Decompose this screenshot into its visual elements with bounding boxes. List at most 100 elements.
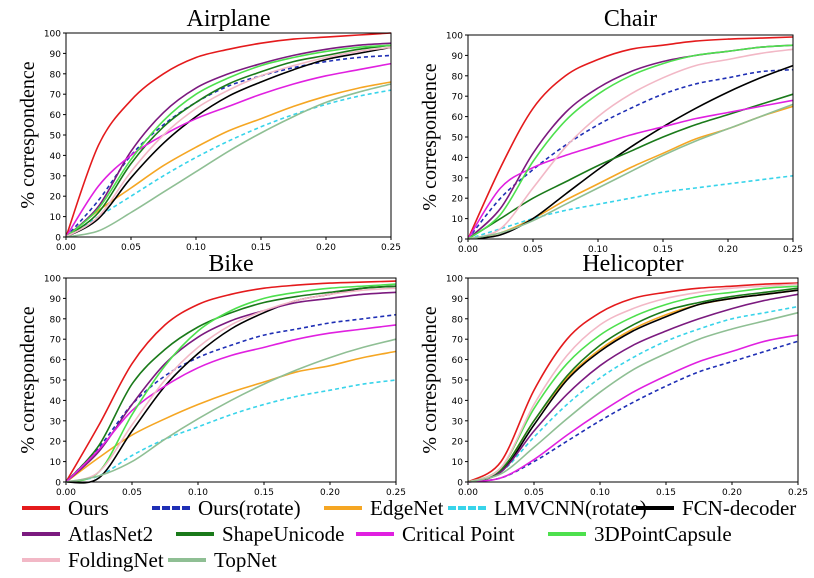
x-tick-label: 0.20 <box>722 488 742 498</box>
legend-item-ours-rotate: Ours(rotate) <box>152 494 301 522</box>
x-tick-label: 0.15 <box>254 488 274 498</box>
y-tick-label: 70 <box>452 336 464 346</box>
legend-item-edgenet: EdgeNet <box>324 494 443 522</box>
y-tick-label: 30 <box>50 172 62 182</box>
y-tick-label: 60 <box>50 356 62 366</box>
legend-label: ShapeUnicode <box>222 521 345 546</box>
y-tick-label: 10 <box>452 215 464 225</box>
series-line-ours <box>467 36 794 240</box>
y-axis-label: % correspondence <box>419 306 441 453</box>
x-tick-label: 0.05 <box>121 243 141 253</box>
legend-swatch <box>152 506 190 510</box>
chart-panel-bike: Bike % correspondence 0 10 20 30 40 50 60 70 80 90 1… <box>17 251 406 498</box>
series-line-critical-point <box>467 99 794 240</box>
x-tick-label: 0.20 <box>320 488 340 498</box>
series-line-critical-point <box>65 324 397 483</box>
y-tick-label: 80 <box>50 70 62 80</box>
series-line-ours-rotate <box>467 68 794 240</box>
series-line-edgenet <box>467 105 794 240</box>
legend-swatch <box>22 506 60 510</box>
legend: Ours Ours(rotate) EdgeNet LMVCNN(rotate)… <box>0 494 814 578</box>
legend-label: FoldingNet <box>68 547 164 572</box>
series-line-atlasnet2 <box>65 291 397 483</box>
legend-label: LMVCNN(rotate) <box>494 495 647 520</box>
series-line-shapeunicode <box>467 93 794 240</box>
series-line-lmvcnn-rotate <box>65 89 392 238</box>
x-tick-label: 0.25 <box>788 488 808 498</box>
series-line-lmvcnn-rotate <box>467 175 794 240</box>
series-line-3dpointcapsule <box>65 44 392 238</box>
legend-swatch <box>324 506 362 510</box>
series-line-topnet <box>467 311 799 483</box>
charts-figure: Airplane % correspondence 0 10 20 30 40 50 60 70 8… <box>17 6 808 498</box>
y-tick-label: 90 <box>50 50 62 60</box>
legend-item-topnet: TopNet <box>168 546 277 574</box>
series-line-atlasnet2 <box>467 293 799 483</box>
legend-label: AtlasNet2 <box>68 521 154 546</box>
plot-frame <box>467 277 799 483</box>
legend-item-foldingnet: FoldingNet <box>22 546 164 574</box>
plot-frame <box>467 34 794 240</box>
legend-label: Ours(rotate) <box>198 495 301 520</box>
x-tick-label: 0.20 <box>316 243 336 253</box>
series-line-foldingnet <box>65 287 397 483</box>
chart-title: Helicopter <box>582 251 683 277</box>
series-line-shapeunicode <box>467 287 799 483</box>
series-line-critical-point <box>65 62 392 238</box>
series-line-lmvcnn-rotate <box>467 305 799 483</box>
series-line-fcn-decoder <box>65 46 392 238</box>
series-line-ours-rotate <box>65 54 392 238</box>
y-tick-label: 90 <box>50 295 62 305</box>
legend-item-3dpointcapsule: 3DPointCapsule <box>548 520 732 548</box>
legend-swatch <box>22 558 60 562</box>
legend-label: TopNet <box>214 547 277 572</box>
y-tick-label: 30 <box>452 417 464 427</box>
y-tick-label: 10 <box>50 458 62 468</box>
y-tick-label: 0 <box>55 234 61 244</box>
x-tick-label: 0.25 <box>386 488 406 498</box>
legend-swatch <box>636 506 674 510</box>
x-tick-label: 0.10 <box>588 245 608 255</box>
series-line-topnet <box>65 83 392 238</box>
legend-swatch <box>176 532 214 536</box>
plot-frame <box>65 32 392 238</box>
x-tick-label: 0.10 <box>590 488 610 498</box>
y-tick-label: 0 <box>55 479 61 489</box>
y-tick-label: 40 <box>50 152 62 162</box>
y-tick-label: 70 <box>50 336 62 346</box>
y-tick-label: 80 <box>50 315 62 325</box>
y-tick-label: 40 <box>452 397 464 407</box>
legend-label: EdgeNet <box>370 495 444 520</box>
x-tick-label: 0.05 <box>122 488 142 498</box>
y-tick-label: 70 <box>452 93 464 103</box>
series-line-lmvcnn-rotate <box>65 379 397 483</box>
series-line-3dpointcapsule <box>467 285 799 483</box>
y-tick-label: 50 <box>452 377 464 387</box>
legend-swatch <box>448 506 486 510</box>
x-tick-label: 0.10 <box>188 488 208 498</box>
y-tick-label: 20 <box>452 438 464 448</box>
series-line-fcn-decoder <box>65 285 397 484</box>
y-tick-label: 100 <box>44 275 61 285</box>
x-tick-label: 0.25 <box>783 245 803 255</box>
y-tick-label: 0 <box>457 479 463 489</box>
y-tick-label: 90 <box>452 52 464 62</box>
series-line-foldingnet <box>467 48 794 240</box>
series-line-atlasnet2 <box>65 42 392 238</box>
x-tick-label: 0.05 <box>524 488 544 498</box>
series-line-ours-rotate <box>65 313 397 483</box>
series-line-topnet <box>467 103 794 240</box>
series-line-topnet <box>65 338 397 483</box>
x-tick-label: 0.00 <box>458 245 478 255</box>
x-tick-label: 0.10 <box>186 243 206 253</box>
y-tick-label: 100 <box>44 30 61 40</box>
x-tick-label: 0.25 <box>381 243 401 253</box>
y-tick-label: 50 <box>452 134 464 144</box>
legend-item-shapeunicode: ShapeUnicode <box>176 520 344 548</box>
legend-label: 3DPointCapsule <box>594 521 732 546</box>
series-line-3dpointcapsule <box>467 44 794 240</box>
legend-swatch <box>548 532 586 536</box>
chart-panel-chair: Chair % correspondence 0 10 20 30 40 50 60 70 80 90… <box>419 6 803 255</box>
y-tick-label: 30 <box>452 174 464 184</box>
series-line-3dpointcapsule <box>65 283 397 483</box>
